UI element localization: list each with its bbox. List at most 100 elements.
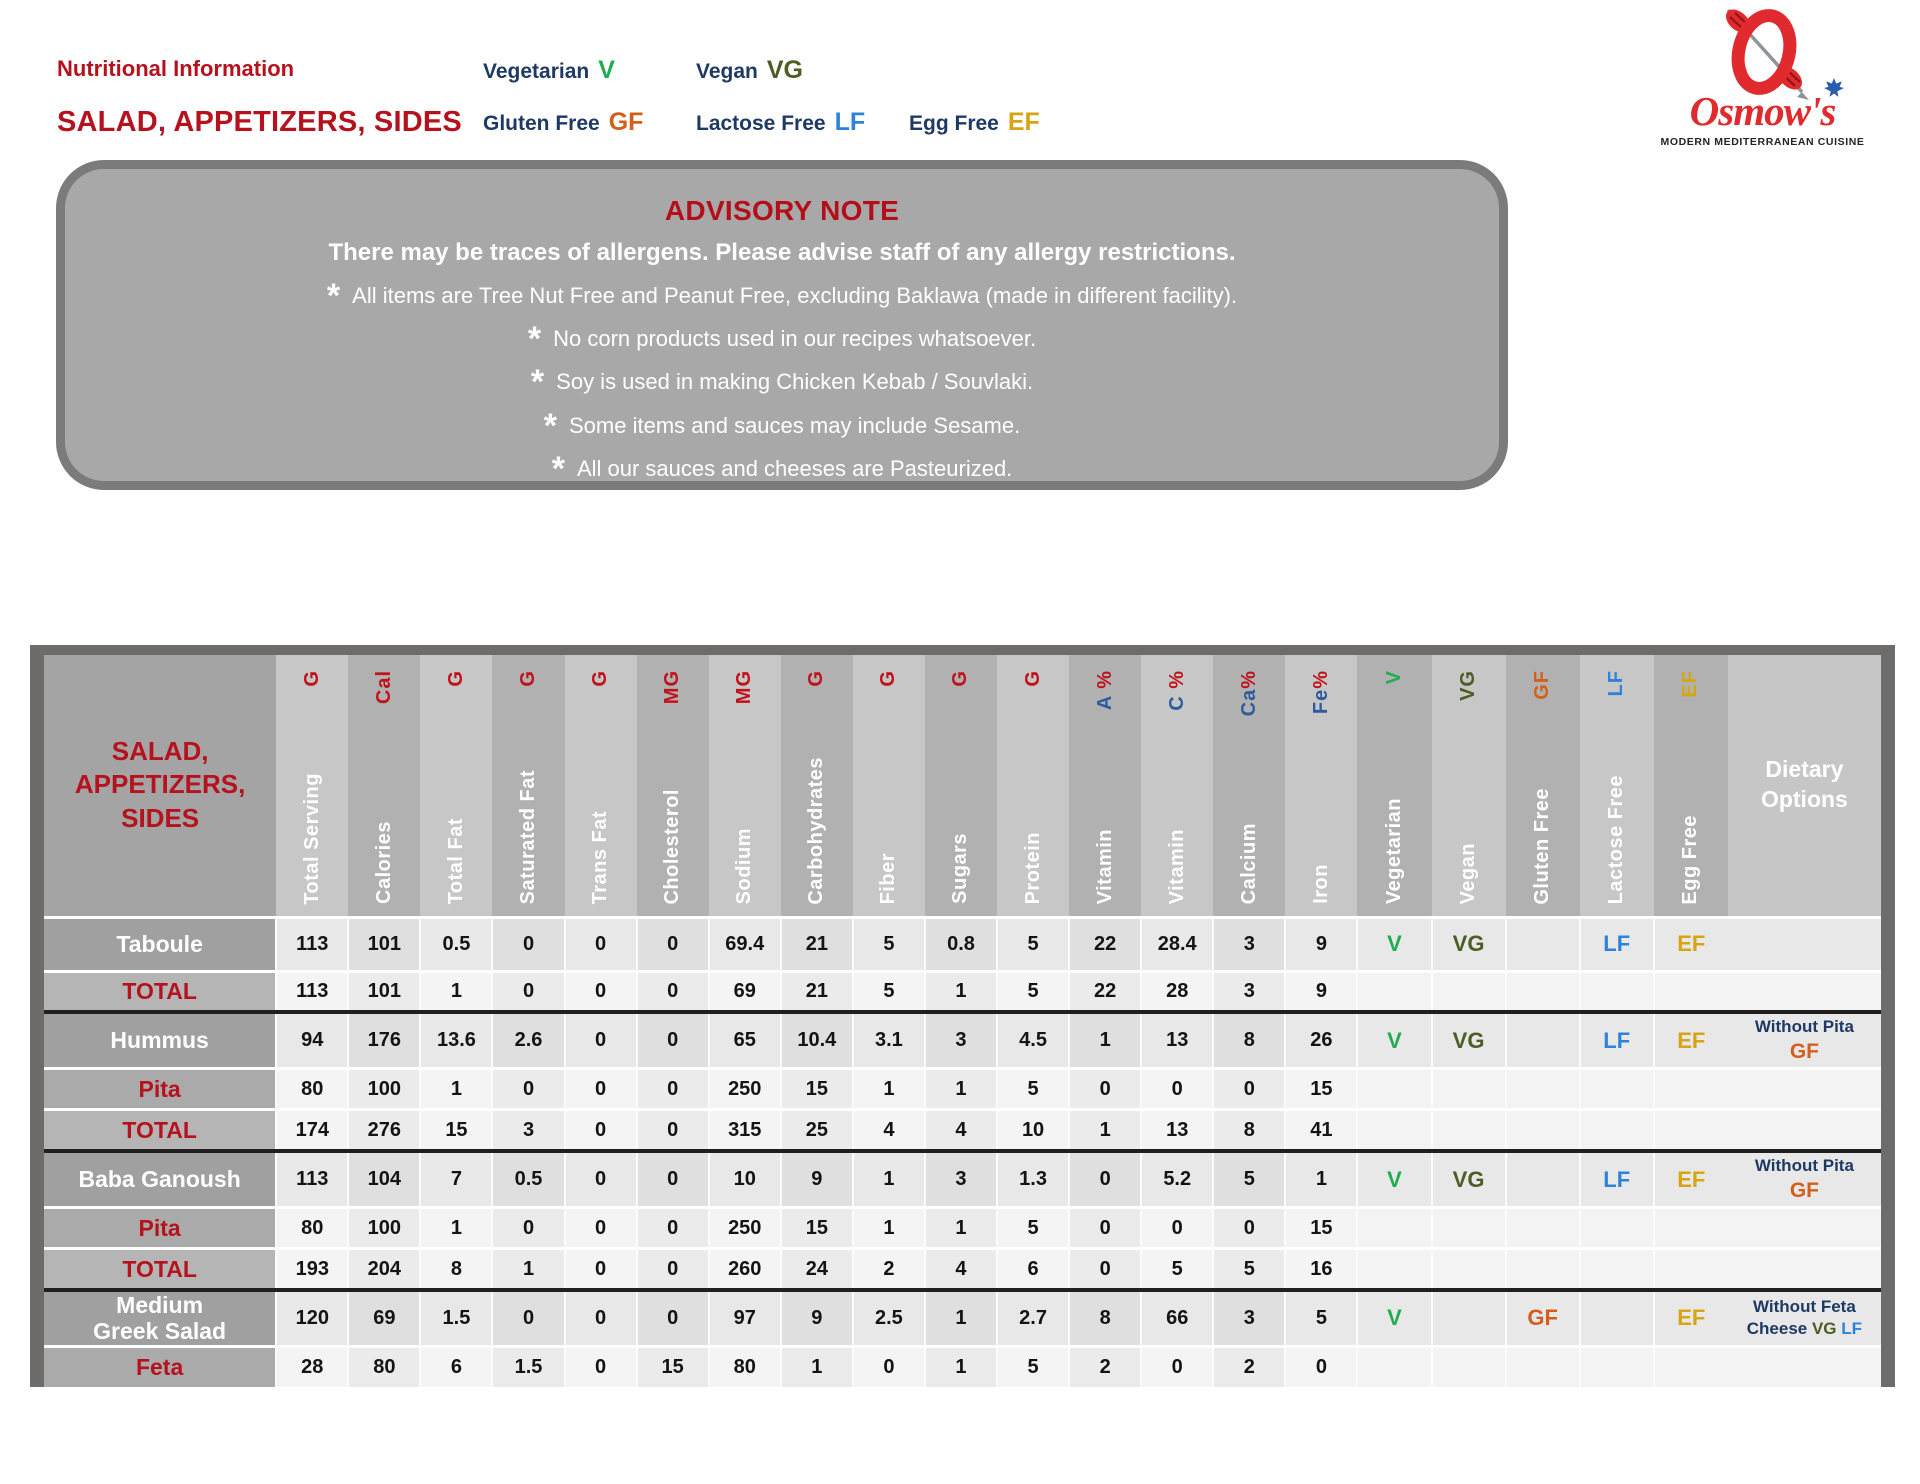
value-sugars: 1 xyxy=(923,1206,998,1249)
advisory-note-text: Some items and sauces may include Sesame… xyxy=(569,412,1021,438)
value-protein: 5 xyxy=(996,1206,1070,1249)
value-calcium: 5 xyxy=(1212,1149,1286,1208)
value-cholesterol: 15 xyxy=(635,1344,709,1388)
value-fiber: 5 xyxy=(851,915,925,971)
table-row-total: TOTAL 113 101 1 0 0 0 69 21 5 1 5 22 28 3 9 xyxy=(44,969,1881,1014)
value-saturated-fat: 1.5 xyxy=(491,1344,565,1388)
column-unit: G xyxy=(1021,670,1044,687)
legend-code-gf: GF xyxy=(608,108,644,136)
value-vitamin: 0 xyxy=(1140,1206,1214,1249)
value-carbohydrates: 10.4 xyxy=(779,1010,853,1069)
value-cholesterol: 0 xyxy=(635,1288,709,1347)
value-sodium: 315 xyxy=(707,1108,781,1153)
value-calories: 101 xyxy=(347,969,421,1014)
column-header-calcium: Ca% Calcium xyxy=(1213,655,1286,917)
legend-code-v: V xyxy=(598,56,615,84)
value-protein: 5 xyxy=(996,969,1070,1014)
value-trans-fat: 0 xyxy=(563,1344,637,1388)
flag-egg-free: EF xyxy=(1652,1149,1728,1208)
value-carbohydrates: 1 xyxy=(779,1344,853,1388)
value-carbohydrates: 15 xyxy=(779,1067,853,1110)
value-calories: 104 xyxy=(347,1149,421,1208)
value-calcium: 8 xyxy=(1212,1010,1286,1069)
value-cholesterol: 0 xyxy=(635,915,709,971)
value-vitamin: 13 xyxy=(1140,1010,1214,1069)
item-name: Hummus xyxy=(44,1010,277,1069)
flag-lactose-free xyxy=(1578,969,1654,1014)
legend-vegan: Vegan VG xyxy=(696,56,909,84)
column-label: Egg Free xyxy=(1679,814,1702,905)
dietary-options: Without Pita GF xyxy=(1727,1010,1881,1069)
value-calories: 101 xyxy=(347,915,421,971)
value-sodium: 260 xyxy=(707,1247,781,1292)
value-fiber: 4 xyxy=(851,1108,925,1153)
advisory-note-text: All our sauces and cheeses are Pasteuriz… xyxy=(576,455,1013,481)
value-total-fat: 1 xyxy=(419,969,493,1014)
column-unit: A % xyxy=(1093,670,1116,711)
value-vitamin: 2 xyxy=(1068,1344,1142,1388)
value-vitamin: 5 xyxy=(1140,1247,1214,1292)
value-sodium: 69 xyxy=(707,969,781,1014)
value-vitamin: 22 xyxy=(1068,969,1142,1014)
value-sugars: 3 xyxy=(923,1149,998,1208)
advisory-note-text: Soy is used in making Chicken Kebab / So… xyxy=(556,369,1034,395)
column-unit: LF xyxy=(1605,670,1628,697)
flag-gluten-free xyxy=(1504,1206,1580,1249)
value-iron: 41 xyxy=(1284,1108,1358,1153)
value-saturated-fat: 0 xyxy=(491,969,565,1014)
value-calcium: 5 xyxy=(1212,1247,1286,1292)
value-iron: 15 xyxy=(1284,1206,1358,1249)
column-unit: G xyxy=(805,670,828,687)
asterisk-icon: * xyxy=(543,406,557,445)
dietary-options xyxy=(1727,915,1881,971)
item-name: Baba Ganoush xyxy=(44,1149,277,1208)
advisory-note-line: * Soy is used in making Chicken Kebab / S… xyxy=(65,365,1499,399)
dietary-options: Without Pita GF xyxy=(1727,1149,1881,1208)
value-fiber: 5 xyxy=(851,969,925,1014)
table-row-total: TOTAL 193 204 8 1 0 0 260 24 2 4 6 0 5 5 16 xyxy=(44,1247,1881,1292)
value-vitamin: 0 xyxy=(1068,1247,1142,1292)
column-label: Iron xyxy=(1309,864,1332,905)
value-cholesterol: 0 xyxy=(635,1067,709,1110)
value-vitamin: 28 xyxy=(1140,969,1214,1014)
column-label: Vitamin xyxy=(1093,828,1116,905)
column-label: Vitamin xyxy=(1165,828,1188,905)
item-name: Medium Greek Salad xyxy=(44,1288,277,1347)
value-total-serving: 113 xyxy=(275,915,349,971)
value-total-serving: 174 xyxy=(275,1108,349,1153)
value-vitamin: 0 xyxy=(1140,1067,1214,1110)
flag-lactose-free xyxy=(1578,1206,1654,1249)
value-trans-fat: 0 xyxy=(563,969,637,1014)
legend-egg-free: Egg Free EF xyxy=(909,108,1129,136)
table-row-hummus: Hummus 94 176 13.6 2.6 0 0 65 10.4 3.1 3 4.5 1 13 8 26 V… xyxy=(44,1010,1881,1069)
value-trans-fat: 0 xyxy=(563,1010,637,1069)
flag-gluten-free xyxy=(1504,969,1580,1014)
column-label: Lactose Free xyxy=(1605,774,1628,905)
dietary-options xyxy=(1727,969,1881,1014)
value-calories: 80 xyxy=(347,1344,421,1388)
value-vitamin: 0 xyxy=(1068,1067,1142,1110)
column-unit: G xyxy=(300,670,323,687)
item-name: Pita xyxy=(44,1206,277,1249)
item-name: TOTAL xyxy=(44,1108,277,1153)
value-saturated-fat: 0 xyxy=(491,1206,565,1249)
column-header-total-serving: G Total Serving xyxy=(276,655,349,917)
maple-leaf-icon xyxy=(1824,78,1844,97)
value-calcium: 3 xyxy=(1212,915,1286,971)
column-unit: C % xyxy=(1165,670,1188,712)
value-vitamin: 0 xyxy=(1140,1344,1214,1388)
flag-vegan xyxy=(1430,1247,1506,1292)
column-header-dietary-options: Dietary Options xyxy=(1727,655,1881,917)
flag-gluten-free xyxy=(1504,1149,1580,1208)
column-label: Protein xyxy=(1021,831,1044,905)
value-total-fat: 1.5 xyxy=(419,1288,493,1347)
table-row-pita: Pita 80 100 1 0 0 0 250 15 1 1 5 0 0 0 15 xyxy=(44,1206,1881,1249)
value-trans-fat: 0 xyxy=(563,1149,637,1208)
value-protein: 6 xyxy=(996,1247,1070,1292)
column-unit: G xyxy=(589,670,612,687)
value-sugars: 1 xyxy=(923,1288,998,1347)
value-total-fat: 0.5 xyxy=(419,915,493,971)
flag-egg-free xyxy=(1652,1108,1728,1153)
flag-lactose-free: LF xyxy=(1578,915,1654,971)
column-unit: Cal xyxy=(372,670,395,705)
